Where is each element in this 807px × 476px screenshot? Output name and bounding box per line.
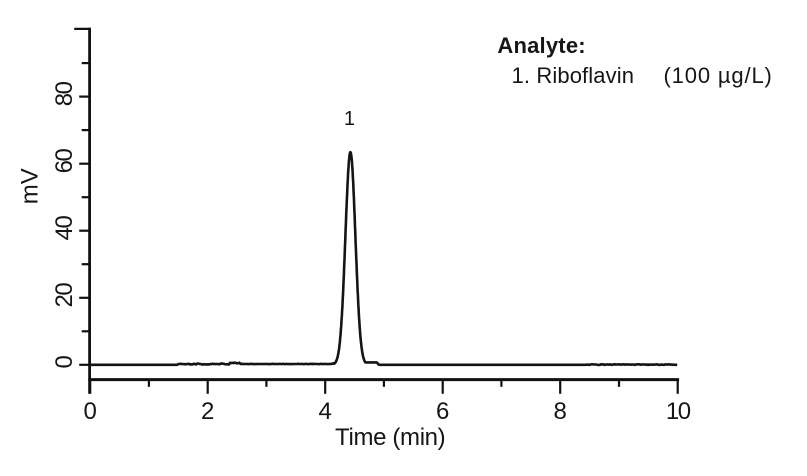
svg-text:mV: mV — [17, 168, 44, 204]
svg-text:Analyte:: Analyte: — [497, 33, 585, 58]
svg-text:Time (min): Time (min) — [335, 424, 445, 451]
svg-text:60: 60 — [51, 149, 78, 174]
svg-text:10: 10 — [666, 398, 691, 425]
svg-text:0: 0 — [84, 398, 97, 425]
svg-text:1: 1 — [344, 108, 355, 130]
svg-text:20: 20 — [51, 283, 78, 308]
svg-text:0: 0 — [51, 356, 78, 369]
svg-text:80: 80 — [51, 81, 78, 106]
svg-text:6: 6 — [436, 398, 449, 425]
svg-text:8: 8 — [554, 398, 567, 425]
svg-text:(100 µg/L): (100 µg/L) — [664, 63, 773, 88]
svg-text:1. Riboflavin: 1. Riboflavin — [512, 63, 635, 88]
svg-text:2: 2 — [201, 398, 214, 425]
svg-text:40: 40 — [51, 216, 78, 241]
svg-text:4: 4 — [319, 398, 332, 425]
